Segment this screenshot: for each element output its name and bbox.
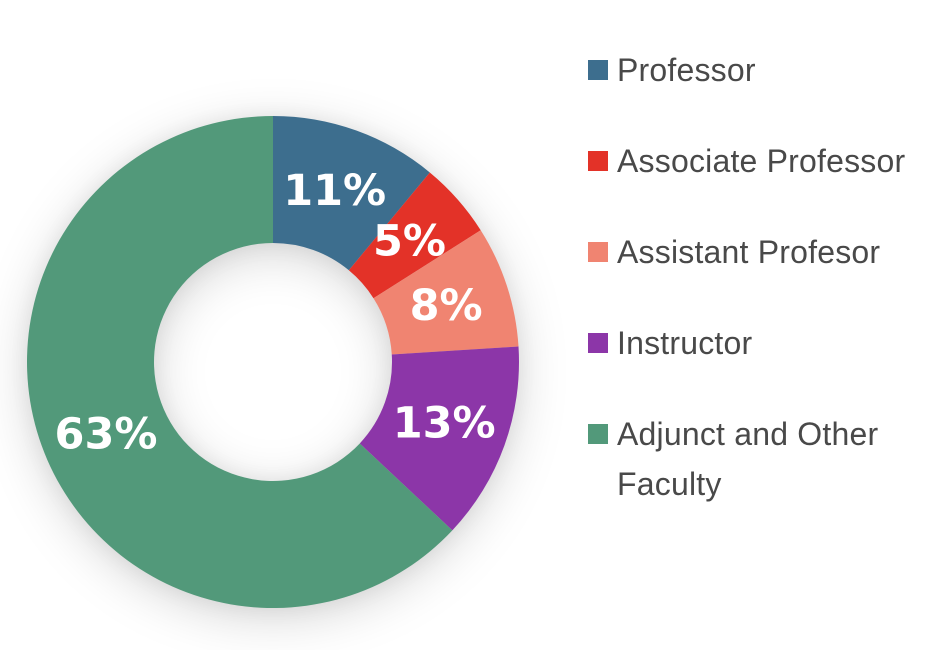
slice-value-label: 11% — [283, 166, 386, 216]
donut-slice-professor — [273, 116, 430, 271]
chart-legend: Professor Associate Professor Assistant … — [588, 45, 924, 509]
legend-swatch-professor — [588, 60, 608, 80]
legend-swatch-adjunct-and-other-faculty — [588, 424, 608, 444]
legend-label-instructor: Instructor — [617, 325, 753, 361]
legend-swatch-associate-professor — [588, 151, 608, 171]
legend-label-professor: Professor — [617, 52, 756, 88]
slice-value-label: 63% — [55, 409, 158, 459]
legend-swatch-assistant-profesor — [588, 242, 608, 262]
donut-slice-instructor — [359, 346, 519, 531]
legend-item-associate-professor: Associate Professor — [588, 136, 924, 186]
legend-swatch-instructor — [588, 333, 608, 353]
donut-slice-adjunct-and-other-faculty — [27, 116, 453, 608]
donut-slice-associate-professor — [348, 172, 481, 299]
donut-slice-assistant-profesor — [373, 230, 519, 355]
slice-value-label: 13% — [393, 399, 496, 449]
legend-item-professor: Professor — [588, 45, 924, 95]
legend-label-adjunct-and-other-faculty: Adjunct and Other Faculty — [617, 416, 879, 502]
legend-label-assistant-profesor: Assistant Profesor — [617, 234, 881, 270]
donut-chart: 11%5% 8% 13% 63% — [27, 116, 519, 608]
legend-item-assistant-profesor: Assistant Profesor — [588, 227, 924, 277]
slice-value-label: 5% — [373, 217, 446, 267]
legend-label-associate-professor: Associate Professor — [617, 143, 906, 179]
legend-item-adjunct-and-other-faculty: Adjunct and Other Faculty — [588, 409, 924, 509]
legend-item-instructor: Instructor — [588, 318, 924, 368]
slice-value-label: 8% — [410, 281, 483, 331]
